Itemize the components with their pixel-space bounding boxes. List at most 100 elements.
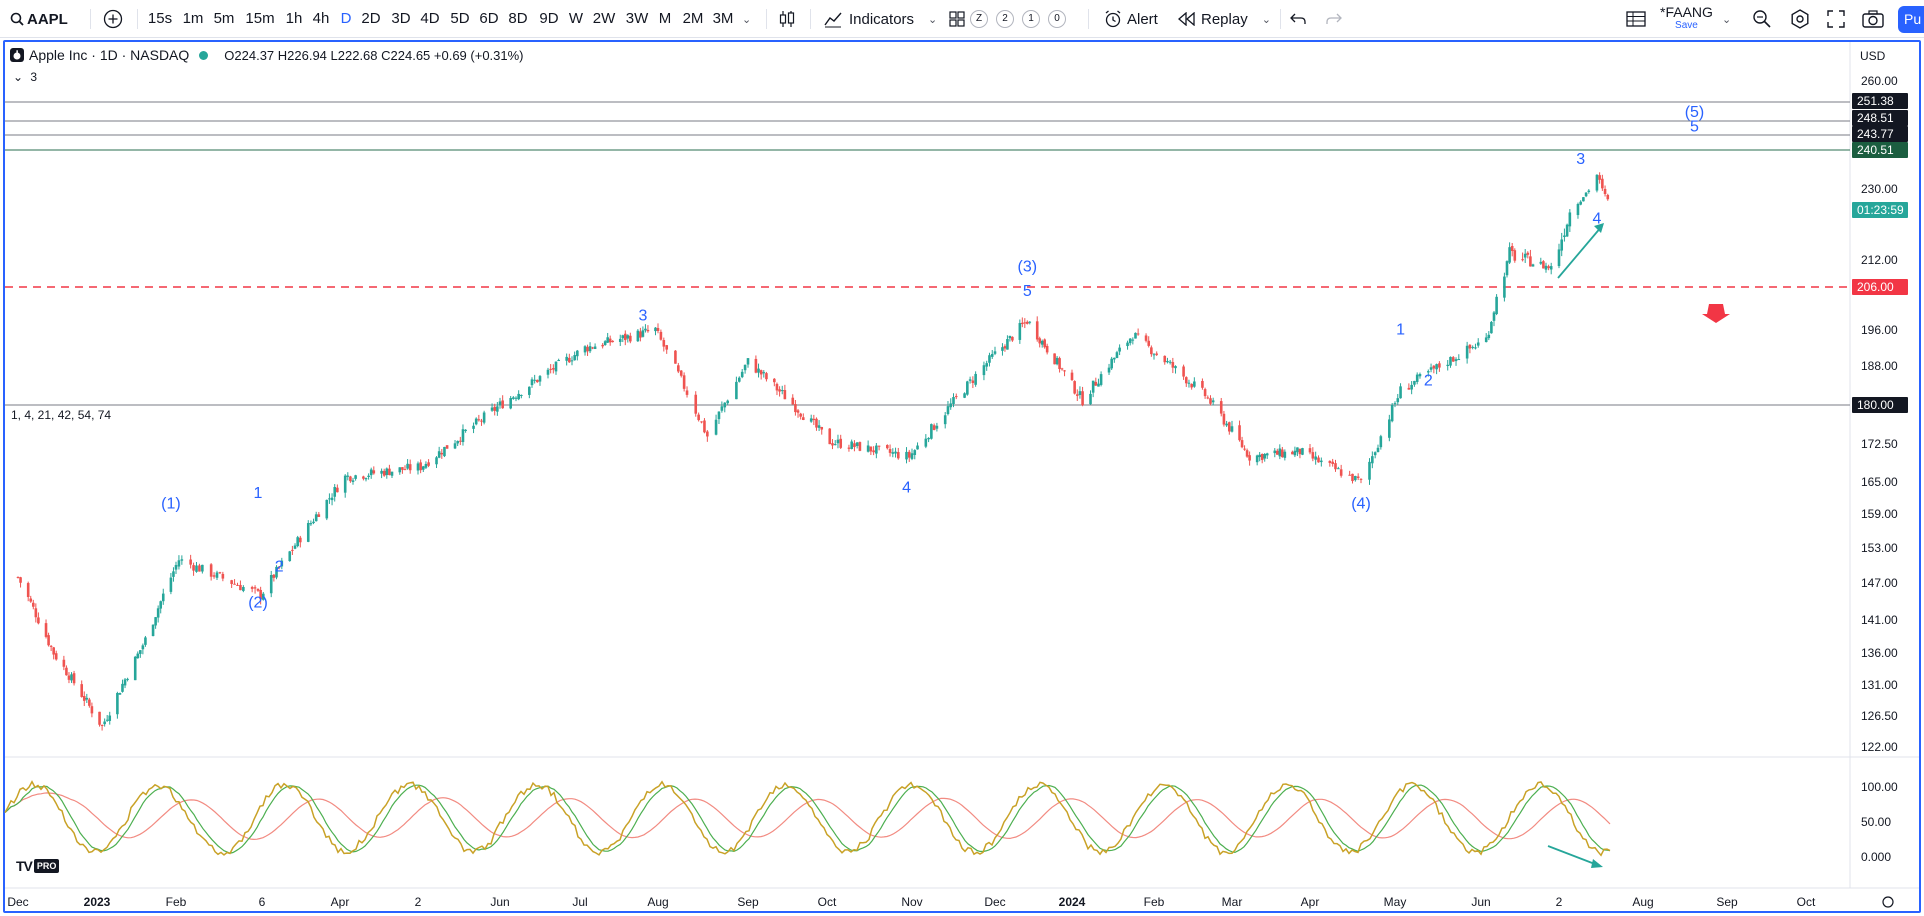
candle-body	[1023, 322, 1027, 324]
candle-body	[330, 497, 334, 501]
wave-label: (2)	[248, 595, 268, 612]
template-badge[interactable]: 2	[996, 10, 1014, 28]
candle-body	[1184, 377, 1188, 384]
indicator-collapse-toggle[interactable]: ⌄ 3	[13, 70, 37, 84]
gear-icon	[1791, 9, 1809, 29]
sell-arrow-icon[interactable]	[1702, 304, 1730, 323]
timeframe-5m[interactable]: 5m	[213, 10, 235, 27]
template-badge[interactable]: 0	[1048, 10, 1066, 28]
timeframe-dropdown[interactable]: ⌄	[742, 0, 751, 38]
chevron-down-icon: ⌄	[928, 13, 938, 26]
candle-body	[820, 426, 824, 430]
layout-name-button[interactable]: *FAANG Save	[1660, 0, 1713, 38]
candle-body	[250, 587, 254, 589]
candle-body	[277, 566, 281, 568]
timeframe-D[interactable]: D	[340, 10, 352, 27]
timeframe-15m[interactable]: 15m	[245, 10, 275, 27]
timeframe-2D[interactable]: 2D	[361, 10, 381, 27]
candle-body	[156, 608, 160, 618]
timeframe-9D[interactable]: 9D	[539, 10, 559, 27]
layout-table-button[interactable]	[1626, 0, 1646, 38]
template-badge[interactable]: Z	[970, 10, 988, 28]
candle-body	[296, 537, 299, 547]
candle-body	[601, 344, 604, 347]
candle-body	[1166, 361, 1169, 363]
alert-button[interactable]: Alert	[1104, 0, 1158, 38]
candle-body	[1563, 235, 1566, 238]
chevron-down-icon: ⌄	[1722, 13, 1732, 26]
candle-body	[385, 468, 389, 476]
price-tick-label: 188.00	[1861, 359, 1898, 373]
candle-body	[872, 450, 875, 453]
timeframe-2W[interactable]: 2W	[592, 10, 616, 27]
candle-body	[31, 602, 35, 607]
candle-body	[136, 653, 140, 659]
candle-body	[963, 393, 966, 398]
settings-button[interactable]	[1790, 0, 1810, 38]
candle-body	[280, 560, 284, 567]
timeframe-3D[interactable]: 3D	[391, 10, 411, 27]
candle-body	[328, 498, 331, 500]
candle-body	[706, 431, 709, 437]
candle-body	[682, 375, 686, 389]
candle-body	[536, 379, 539, 383]
candle-body	[685, 390, 689, 395]
timeframe-5D[interactable]: 5D	[450, 10, 470, 27]
timeframe-3W[interactable]: 3W	[625, 10, 649, 27]
quick-search-button[interactable]	[1752, 0, 1772, 38]
price-tick-label: 260.00	[1861, 74, 1898, 88]
candle-body	[1311, 452, 1315, 459]
redo-button[interactable]	[1326, 0, 1342, 38]
timeframe-M[interactable]: M	[658, 10, 672, 27]
layout-dropdown[interactable]: ⌄	[1722, 0, 1731, 38]
candle-body	[573, 355, 576, 361]
timeframe-8D[interactable]: 8D	[508, 10, 528, 27]
candle-body	[1081, 391, 1084, 406]
timeframe-W[interactable]: W	[568, 10, 584, 27]
candle-body	[1128, 338, 1132, 344]
price-label-bg	[1852, 202, 1908, 218]
wave-label: 3	[1576, 151, 1585, 168]
timeframe-1m[interactable]: 1m	[182, 10, 204, 27]
candle-body	[1070, 372, 1074, 381]
candle-body	[935, 425, 939, 429]
price-label-bg	[1852, 397, 1908, 413]
price-tick-label: 126.50	[1861, 709, 1898, 723]
candle-body	[1275, 450, 1279, 455]
candle-body	[1531, 264, 1535, 267]
timeframe-4D[interactable]: 4D	[420, 10, 440, 27]
publish-button[interactable]: Pu	[1898, 6, 1924, 33]
timeframe-6D[interactable]: 6D	[479, 10, 499, 27]
timeframe-4h[interactable]: 4h	[312, 10, 330, 27]
wave-label: (3)	[1018, 259, 1038, 276]
legend-title[interactable]: Apple Inc · 1D · NASDAQ	[29, 47, 190, 63]
candle-body	[1373, 452, 1377, 456]
compare-add-button[interactable]	[103, 0, 123, 38]
undo-button[interactable]	[1290, 0, 1306, 38]
chart-type-button[interactable]	[778, 0, 796, 38]
timeframe-1h[interactable]: 1h	[285, 10, 303, 27]
indicators-button[interactable]: Indicators ⌄	[823, 0, 937, 38]
axis-settings-gear-icon[interactable]	[1882, 896, 1894, 908]
candle-body	[1144, 335, 1148, 341]
currency-label[interactable]: USD	[1860, 49, 1886, 63]
trend-arrow[interactable]	[1557, 225, 1603, 279]
timeframe-3M[interactable]: 3M	[712, 10, 734, 27]
templates-button[interactable]	[949, 0, 965, 38]
snapshot-button[interactable]	[1862, 0, 1884, 38]
replay-button[interactable]: Replay ⌄	[1178, 0, 1271, 38]
fullscreen-button[interactable]	[1827, 0, 1845, 38]
timeframe-15s[interactable]: 15s	[147, 10, 173, 27]
symbol-search[interactable]: AAPL	[10, 0, 68, 38]
timeframe-2M[interactable]: 2M	[682, 10, 704, 27]
candle-body	[493, 406, 497, 411]
candle-body	[72, 673, 76, 684]
divergence-arrow[interactable]	[1547, 845, 1601, 867]
wave-label: (4)	[1351, 496, 1371, 513]
candle-body	[1035, 321, 1039, 340]
template-badge[interactable]: 1	[1022, 10, 1040, 28]
candle-body	[1337, 468, 1340, 470]
trend-arrow-head	[1594, 223, 1604, 233]
price-tick-label: 153.00	[1861, 541, 1898, 555]
